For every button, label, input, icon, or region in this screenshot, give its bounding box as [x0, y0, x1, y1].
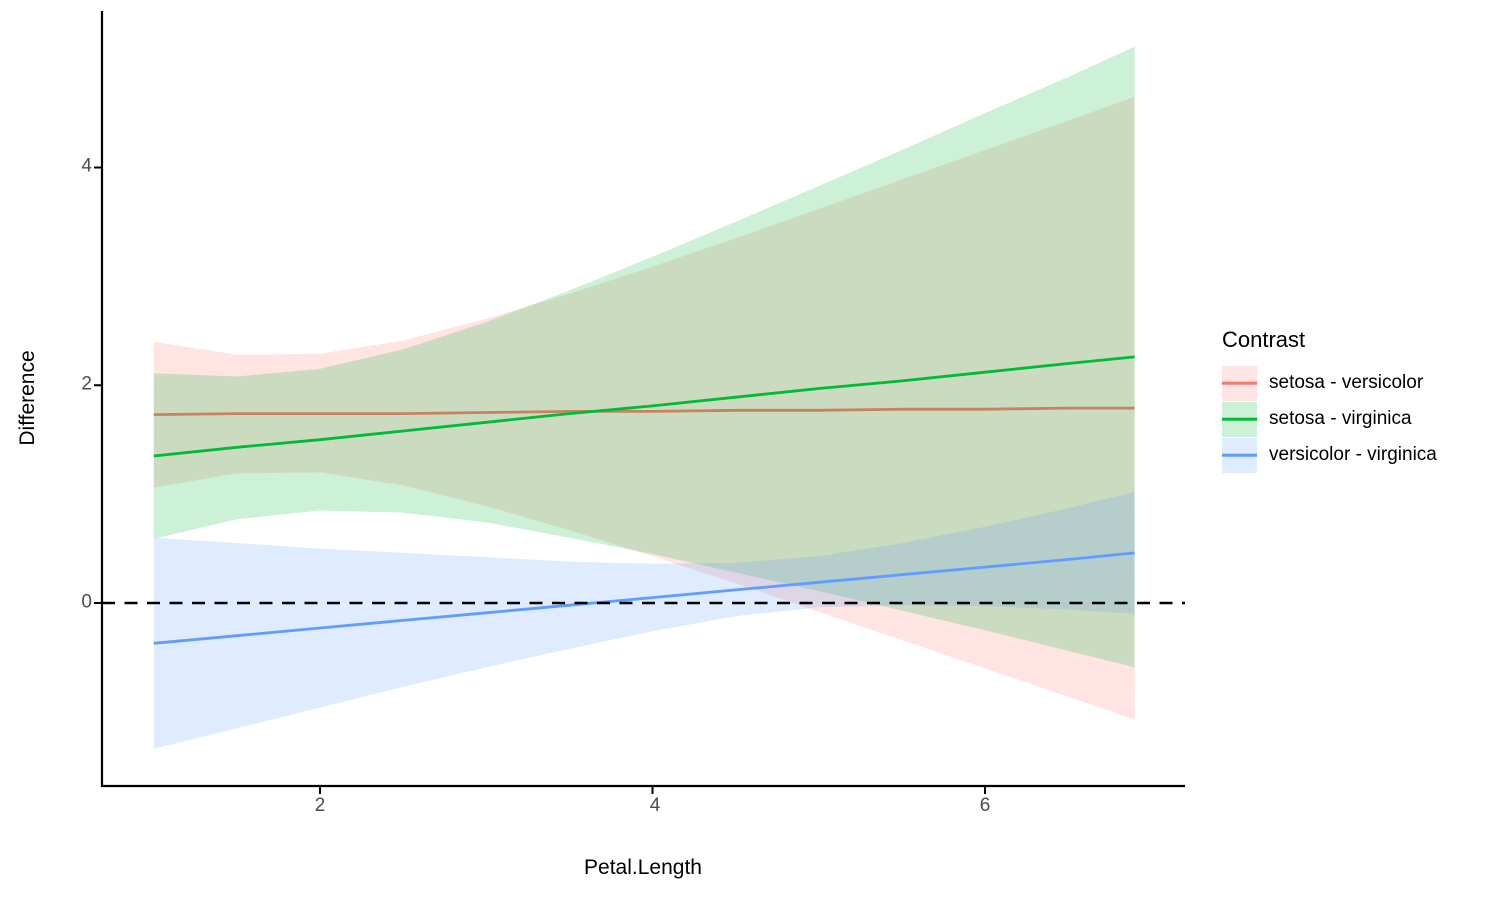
- legend-label-setosa-versicolor: setosa - versicolor: [1269, 372, 1424, 393]
- legend-key-setosa-versicolor: [1222, 365, 1257, 401]
- legend-item-setosa-versicolor: setosa - versicolor: [1222, 365, 1437, 401]
- legend-item-versicolor-virginica: versicolor - virginica: [1222, 437, 1437, 473]
- legend-key-line-icon: [1222, 381, 1257, 385]
- ribbon-setosa-versicolor: [153, 96, 1135, 720]
- legend-key-setosa-virginica: [1222, 401, 1257, 437]
- legend-title: Contrast: [1222, 327, 1306, 352]
- legend-key-line-icon: [1222, 453, 1257, 457]
- line-versicolor-virginica: [153, 551, 1135, 645]
- legend-label-setosa-virginica: setosa - virginica: [1269, 408, 1412, 429]
- legend-label-versicolor-virginica: versicolor - virginica: [1269, 444, 1437, 465]
- legend-item-setosa-virginica: setosa - virginica: [1222, 401, 1437, 437]
- x-axis-title: Petal.Length: [584, 856, 702, 879]
- ribbon-setosa-virginica: [153, 46, 1135, 668]
- y-tick-label-0: 0: [81, 591, 92, 613]
- legend-key-versicolor-virginica: [1222, 437, 1257, 473]
- legend: Contrast setosa - versicolor setosa - vi…: [1222, 327, 1437, 473]
- x-tick-label-6: 6: [979, 795, 991, 816]
- ribbon-versicolor-virginica: [153, 491, 1135, 749]
- y-tick-label-2: 2: [81, 373, 92, 395]
- legend-key-line-icon: [1222, 417, 1257, 421]
- x-tick-label-4: 4: [649, 795, 661, 816]
- y-axis-title: Difference: [16, 350, 39, 446]
- line-setosa-versicolor: [153, 406, 1135, 416]
- line-setosa-virginica: [153, 355, 1135, 458]
- y-tick-label-4: 4: [81, 155, 92, 177]
- x-tick-label-2: 2: [314, 795, 326, 816]
